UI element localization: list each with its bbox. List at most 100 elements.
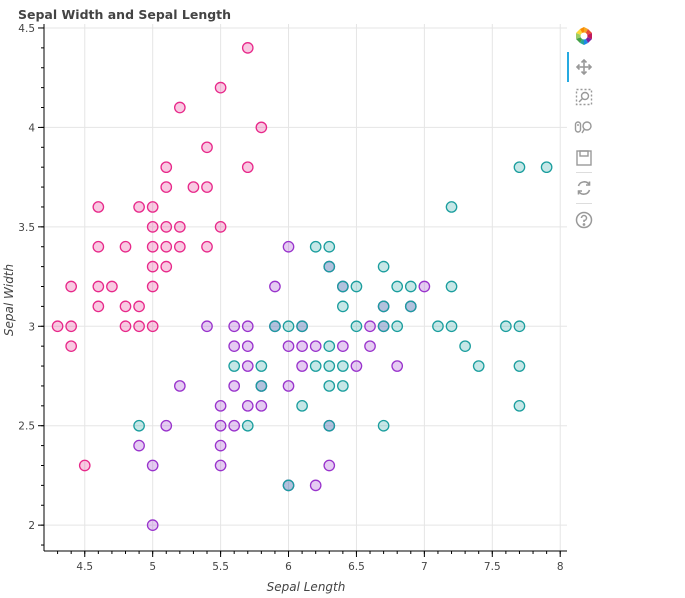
data-point <box>350 280 363 293</box>
y-tick-label: 2.5 <box>18 421 35 433</box>
wheel-zoom-icon[interactable] <box>573 116 595 138</box>
y-tick-label: 2 <box>28 520 35 532</box>
data-point <box>540 161 553 174</box>
data-point <box>445 201 458 213</box>
data-point <box>513 320 526 333</box>
data-point <box>269 320 281 333</box>
bokeh-logo-icon[interactable] <box>573 25 595 47</box>
data-point <box>146 459 159 472</box>
data-point <box>282 340 295 353</box>
data-point <box>364 340 376 353</box>
data-point <box>282 479 295 492</box>
data-point <box>296 320 308 333</box>
data-point <box>65 320 78 333</box>
x-tick-label: 8 <box>557 561 564 573</box>
data-point <box>337 340 349 353</box>
data-point <box>255 121 268 134</box>
data-point <box>214 399 227 412</box>
x-tick-label: 5.5 <box>212 561 229 573</box>
data-point <box>323 380 336 392</box>
x-tick-label: 6.5 <box>348 561 365 573</box>
data-point <box>228 340 241 353</box>
data-point <box>228 419 241 432</box>
data-point <box>119 240 132 253</box>
data-point <box>269 280 281 293</box>
chart-title: Sepal Width and Sepal Length <box>18 7 231 22</box>
data-point <box>309 340 322 353</box>
data-point <box>201 181 213 193</box>
data-point <box>160 220 173 233</box>
y-axis-label: Sepal Width <box>2 264 16 336</box>
pan-icon[interactable] <box>573 56 595 78</box>
y-tick-label: 4.5 <box>18 23 35 35</box>
data-point <box>391 360 404 372</box>
data-point <box>377 320 390 333</box>
data-point <box>432 320 444 333</box>
data-point <box>214 459 227 472</box>
data-point <box>146 220 159 233</box>
toolbar-divider <box>576 203 592 204</box>
data-point <box>309 240 322 253</box>
data-point <box>255 399 268 412</box>
data-point <box>241 399 254 412</box>
data-point <box>228 360 241 372</box>
data-point <box>65 280 78 293</box>
data-point <box>173 240 186 253</box>
data-point <box>133 300 145 313</box>
data-point <box>391 320 404 333</box>
data-point <box>241 161 254 174</box>
x-tick-label: 5 <box>149 561 156 573</box>
data-point <box>459 340 471 353</box>
data-point <box>160 181 173 193</box>
data-point <box>146 320 159 333</box>
save-icon[interactable] <box>573 147 595 169</box>
data-point <box>323 340 336 353</box>
data-point <box>228 320 241 333</box>
data-point <box>201 320 213 333</box>
data-point <box>500 320 512 333</box>
data-point <box>160 419 173 432</box>
data-point <box>445 320 458 333</box>
box-zoom-icon[interactable] <box>573 86 595 108</box>
data-point <box>133 439 145 452</box>
data-point <box>106 280 118 293</box>
data-point <box>513 360 526 372</box>
x-tick-label: 4.5 <box>76 561 93 573</box>
data-point <box>214 439 227 452</box>
data-point <box>418 280 431 293</box>
y-tick-label: 3 <box>28 321 35 333</box>
data-point <box>92 300 105 313</box>
data-point <box>445 280 458 293</box>
data-point <box>133 419 145 432</box>
data-point <box>391 280 404 293</box>
data-point <box>377 300 390 313</box>
data-point <box>282 240 295 253</box>
data-point <box>404 280 417 293</box>
data-point <box>119 320 132 333</box>
data-point <box>146 240 159 253</box>
data-point <box>309 479 322 492</box>
data-point <box>146 280 159 293</box>
data-point <box>201 141 213 154</box>
ticks: 4.5 5 5.5 6 6.5 7 7.5 8 2 2.5 3 3.5 4 4.5 <box>18 23 563 573</box>
data-point <box>146 260 159 273</box>
data-point <box>255 360 268 372</box>
data-point <box>146 519 159 531</box>
data-point <box>201 240 213 253</box>
data-point <box>214 220 227 233</box>
data-point <box>187 181 200 193</box>
data-point <box>160 260 173 273</box>
data-point <box>173 101 186 114</box>
axes <box>43 24 567 552</box>
data-point <box>241 42 254 54</box>
y-tick-label: 3.5 <box>18 222 35 234</box>
data-point <box>241 340 254 353</box>
data-point <box>160 161 173 174</box>
data-point <box>173 380 186 392</box>
help-icon[interactable] <box>573 209 595 231</box>
data-point <box>214 81 227 94</box>
data-point <box>513 161 526 174</box>
reset-icon[interactable] <box>573 177 595 199</box>
data-point <box>296 360 308 372</box>
